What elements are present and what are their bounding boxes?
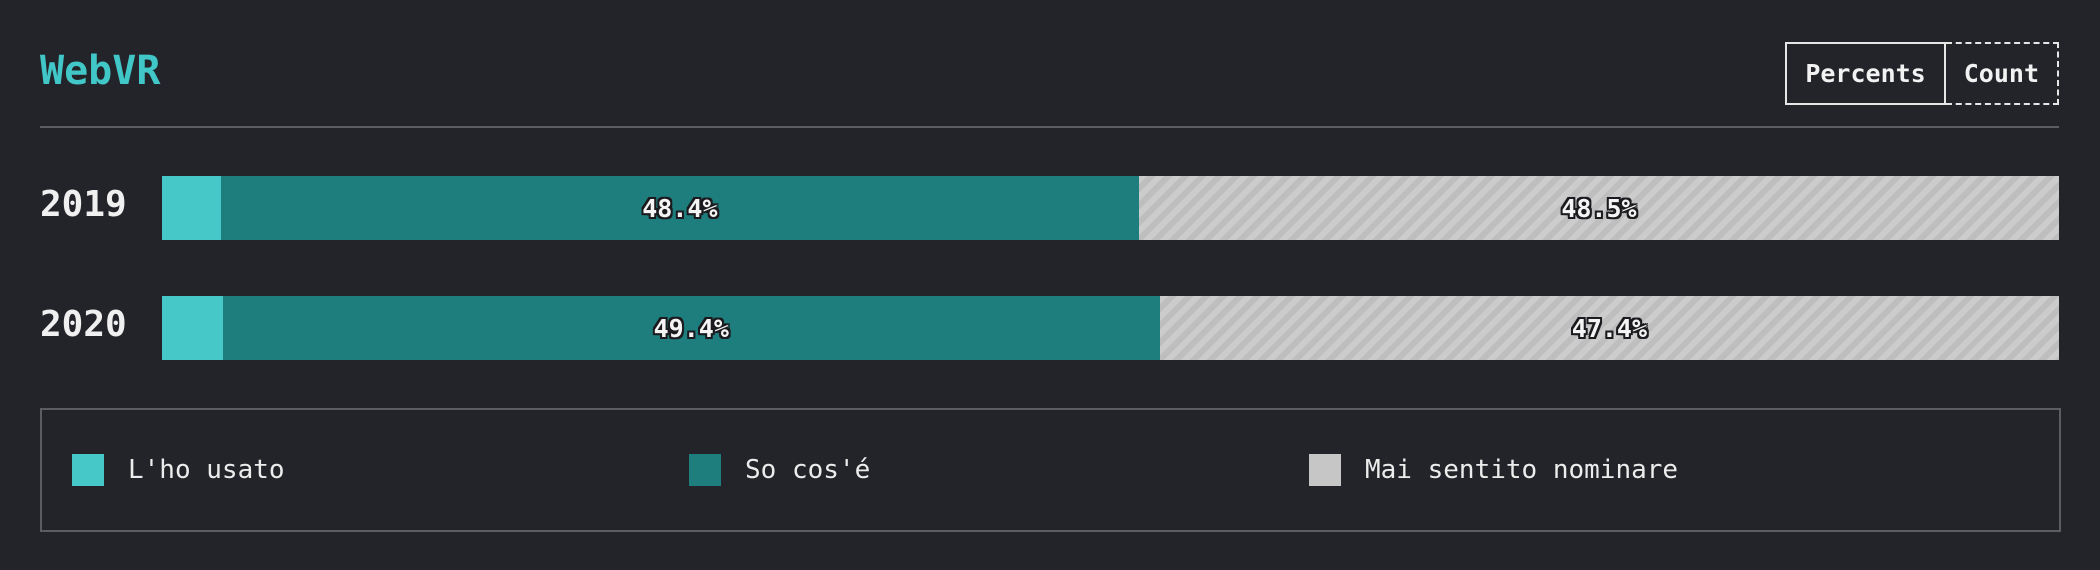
legend-label-used: L'ho usato xyxy=(128,455,285,485)
bar-segment-never-2019[interactable]: 48.5% xyxy=(1138,176,2059,240)
bar-segment-know-2020[interactable]: 49.4% xyxy=(222,296,1160,360)
legend-swatch-know xyxy=(689,454,721,486)
count-button[interactable]: Count xyxy=(1945,42,2059,105)
row-label-2019: 2019 xyxy=(40,184,127,225)
percents-button[interactable]: Percents xyxy=(1785,42,1946,105)
legend-label-never: Mai sentito nominare xyxy=(1365,455,1679,485)
legend-item-never[interactable]: Mai sentito nominare xyxy=(1309,454,1678,486)
legend-swatch-used xyxy=(72,454,104,486)
legend-item-know[interactable]: So cos'é xyxy=(689,454,870,486)
bar-row-2020: 49.4% 47.4% xyxy=(162,296,2059,360)
row-label-2020: 2020 xyxy=(40,304,127,345)
legend-label-know: So cos'é xyxy=(745,455,871,485)
data-label-know-2019: 48.4% xyxy=(642,193,718,223)
legend-swatch-never xyxy=(1309,454,1341,486)
data-label-know-2020: 49.4% xyxy=(653,313,729,343)
chart-title: WebVR xyxy=(40,48,161,94)
bar-segment-never-2020[interactable]: 47.4% xyxy=(1159,296,2059,360)
bar-segment-know-2019[interactable]: 48.4% xyxy=(220,176,1139,240)
units-toggle: Percents Count xyxy=(1785,42,2059,105)
header-divider xyxy=(40,126,2059,128)
data-label-never-2020: 47.4% xyxy=(1571,313,1648,343)
bar-segment-used-2019[interactable] xyxy=(162,176,221,240)
data-label-never-2019: 48.5% xyxy=(1561,193,1637,223)
legend-item-used[interactable]: L'ho usato xyxy=(72,454,285,486)
bar-segment-used-2020[interactable] xyxy=(162,296,223,360)
bar-row-2019: 48.4% 48.5% xyxy=(162,176,2059,240)
legend: L'ho usato So cos'é Mai sentito nominare xyxy=(40,408,2061,532)
